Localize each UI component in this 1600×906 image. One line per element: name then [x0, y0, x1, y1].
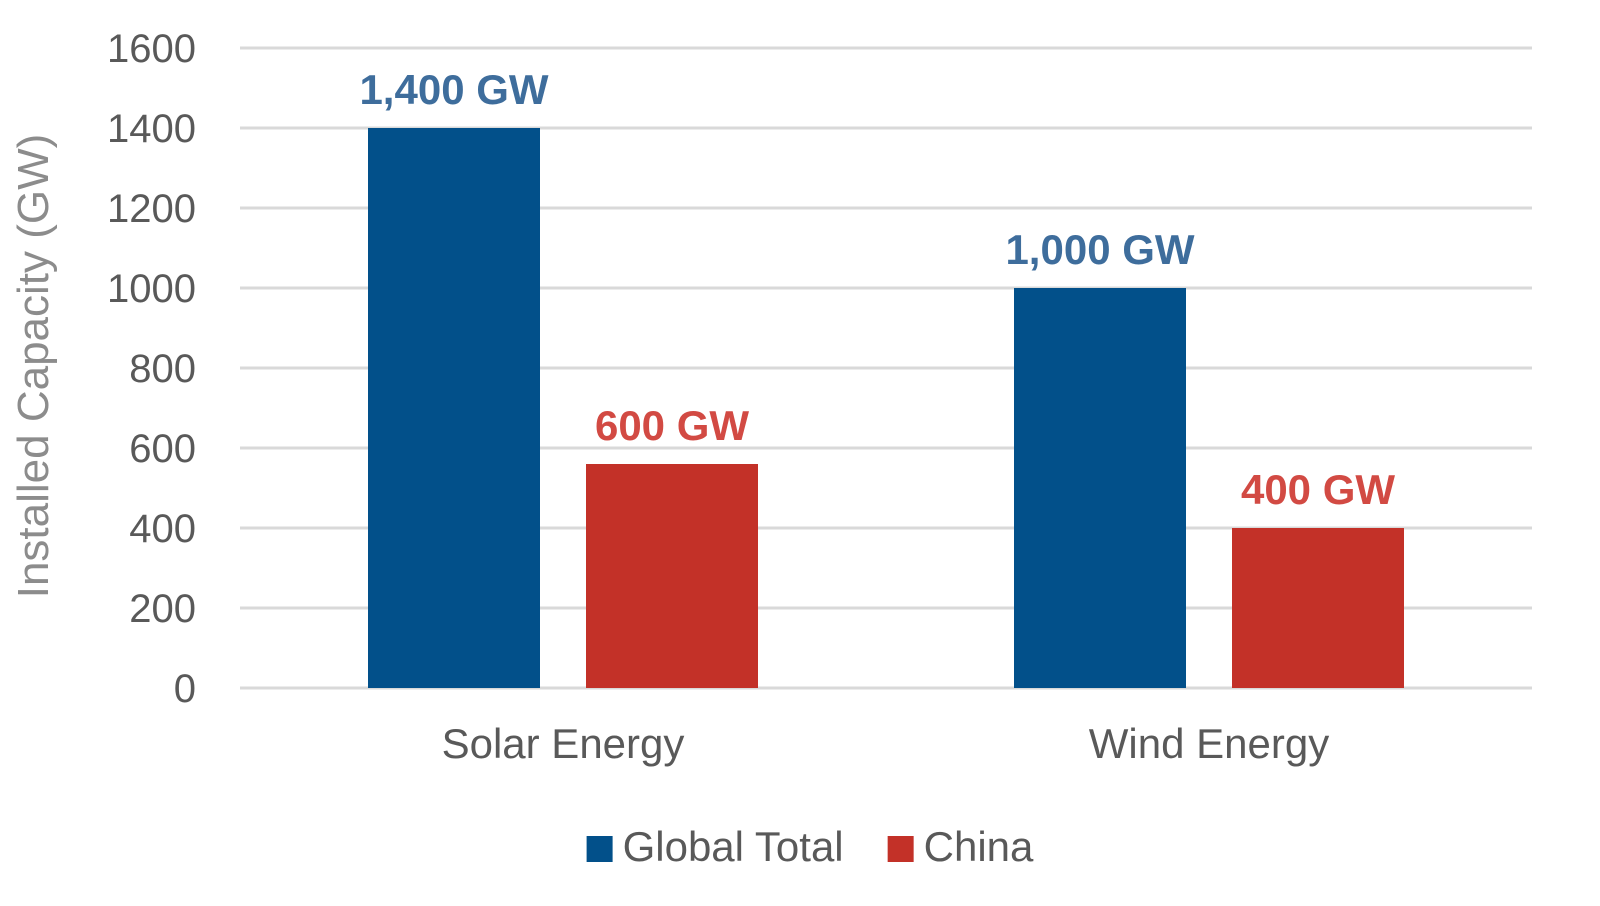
- legend: Global Total China: [586, 823, 1034, 870]
- legend-swatch-global-total: [586, 836, 613, 862]
- y-axis-title: Installed Capacity (GW): [9, 134, 58, 599]
- y-tick-label: 800: [129, 347, 196, 391]
- y-tick-label: 1000: [107, 267, 196, 311]
- y-tick-label: 1600: [107, 27, 196, 71]
- data-label: 400 GW: [1241, 466, 1395, 513]
- x-category-label: Wind Energy: [1089, 720, 1329, 767]
- bar-china-wind-energy: [1232, 528, 1404, 688]
- y-tick-label: 0: [174, 667, 196, 711]
- legend-label: Global Total: [623, 823, 844, 870]
- y-tick-label: 600: [129, 427, 196, 471]
- bar-global-total-solar-energy: [368, 128, 540, 688]
- data-label: 600 GW: [595, 402, 749, 449]
- y-tick-label: 1200: [107, 187, 196, 231]
- legend-label: China: [924, 823, 1034, 870]
- y-tick-label: 400: [129, 507, 196, 551]
- bar-global-total-wind-energy: [1014, 288, 1186, 688]
- data-label: 1,000 GW: [1005, 226, 1194, 273]
- x-category-label: Solar Energy: [442, 720, 685, 767]
- y-tick-label: 1400: [107, 107, 196, 151]
- bars: [368, 128, 1404, 688]
- bar-china-solar-energy: [586, 464, 758, 688]
- y-axis-tick-labels: 0 200 400 600 800 1000 1200 1400 1600: [107, 27, 196, 711]
- x-axis-category-labels: Solar Energy Wind Energy: [442, 720, 1330, 767]
- data-label: 1,400 GW: [359, 66, 548, 113]
- legend-swatch-china: [887, 836, 914, 862]
- data-labels: 1,400 GW 600 GW 1,000 GW 400 GW: [359, 66, 1395, 513]
- y-tick-label: 200: [129, 587, 196, 631]
